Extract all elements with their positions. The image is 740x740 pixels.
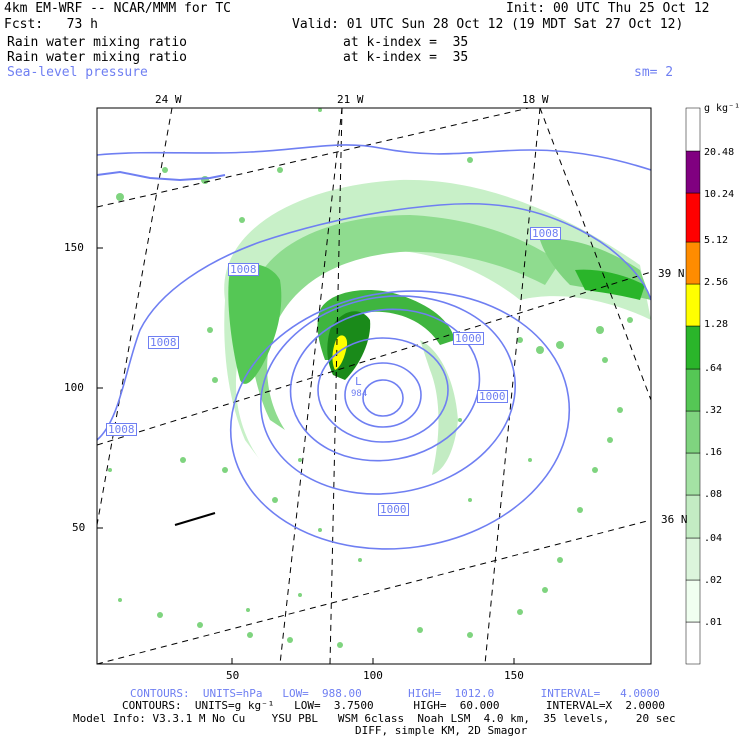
forecast-hour: Fcst: 73 h	[4, 17, 98, 32]
diffusion-info: DIFF, simple KM, 2D Smagor	[355, 724, 528, 737]
field-2-level: at k-index = 35	[343, 50, 469, 65]
axis-ticks	[97, 247, 515, 664]
contour-label: 1000	[453, 332, 484, 345]
contour-label: 1008	[228, 263, 259, 276]
colorbar-label: .01	[704, 617, 723, 628]
rain-field	[108, 108, 651, 648]
meridian-18w	[484, 108, 541, 664]
colorbar-label: .32	[704, 405, 723, 416]
lon-label-18w: 18 W	[522, 93, 549, 106]
colorbar-label: 10.24	[704, 189, 735, 200]
model-info: Model Info: V3.3.1 M No Cu YSU PBL WSM 6…	[73, 712, 676, 725]
meridian-24w	[97, 108, 173, 526]
meridian-21w-upper	[279, 108, 343, 664]
field-2-name: Rain water mixing ratio	[7, 50, 188, 65]
x-tick-150: 150	[504, 669, 524, 682]
low-pressure-value: 984	[351, 389, 368, 399]
colorbar-label: .04	[704, 533, 723, 544]
contour-label: 1008	[148, 336, 179, 349]
rain-spiral-mid	[248, 215, 561, 430]
y-tick-50: 50	[72, 521, 86, 534]
y-tick-150: 150	[64, 241, 84, 254]
lon-label-24w: 24 W	[155, 93, 182, 106]
valid-time: Valid: 01 UTC Sun 28 Oct 12 (19 MDT Sat …	[292, 17, 684, 32]
y-tick-100: 100	[64, 381, 84, 394]
smoothing-label: sm= 2	[634, 65, 674, 80]
contour-992	[317, 337, 449, 443]
contours-info-rain: CONTOURS: UNITS=g kg⁻¹ LOW= 3.7500 HIGH=…	[122, 699, 666, 712]
lat-label-36n: 36 N	[661, 513, 688, 526]
rain-band-east-dark	[575, 269, 645, 300]
model-title: 4km EM-WRF -- NCAR/MMM for TC	[4, 1, 231, 16]
init-time: Init: 00 UTC Thu 25 Oct 12	[506, 1, 710, 16]
colorbar-label: .16	[704, 447, 723, 458]
contour-1004	[229, 290, 571, 550]
x-tick-100: 100	[363, 669, 383, 682]
lon-label-21w: 21 W	[337, 93, 364, 106]
x-tick-50: 50	[226, 669, 240, 682]
rain-cells	[108, 108, 633, 648]
parallel-36n	[97, 519, 651, 664]
parallel-39n	[97, 271, 651, 446]
contour-label: 1008	[106, 423, 137, 436]
field-3-name: Sea-level pressure	[7, 65, 148, 80]
contour-label: 1000	[477, 390, 508, 403]
low-marker: L	[355, 375, 362, 388]
field-1-level: at k-index = 35	[343, 35, 469, 50]
wind-vector	[174, 512, 216, 526]
coastline	[97, 170, 226, 182]
colorbar-label: .08	[704, 489, 723, 500]
contour-988	[344, 362, 422, 428]
pressure-contours	[97, 144, 651, 550]
meridian-east	[539, 108, 651, 401]
plot-frame	[96, 107, 652, 665]
colorbar-label: 20.48	[704, 147, 735, 158]
contour-1000	[260, 295, 516, 495]
contour-label: 1000	[378, 503, 409, 516]
rain-band-west	[228, 264, 282, 384]
contour-label: 1008	[530, 227, 561, 240]
colorbar-label: 2.56	[704, 277, 729, 288]
rain-band-inner	[317, 290, 455, 360]
contour-984	[362, 379, 404, 417]
colorbar-label: .64	[704, 363, 723, 374]
colorbar-label: 5.12	[704, 235, 729, 246]
contour-996	[289, 308, 481, 462]
contours-info-pressure: CONTOURS: UNITS=hPa LOW= 988.00 HIGH= 10…	[130, 687, 660, 700]
colorbar-label: .02	[704, 575, 723, 586]
field-1-name: Rain water mixing ratio	[7, 35, 188, 50]
contour-1008-outer	[97, 144, 651, 441]
latlon-grid	[97, 108, 651, 664]
colorbar	[685, 107, 701, 665]
rain-band-south	[420, 340, 458, 475]
meridian-21w	[329, 108, 343, 664]
lat-label-39n: 39 N	[658, 267, 685, 280]
colorbar-label: 1.28	[704, 319, 729, 330]
colorbar-unit: g kg⁻¹	[704, 103, 740, 114]
